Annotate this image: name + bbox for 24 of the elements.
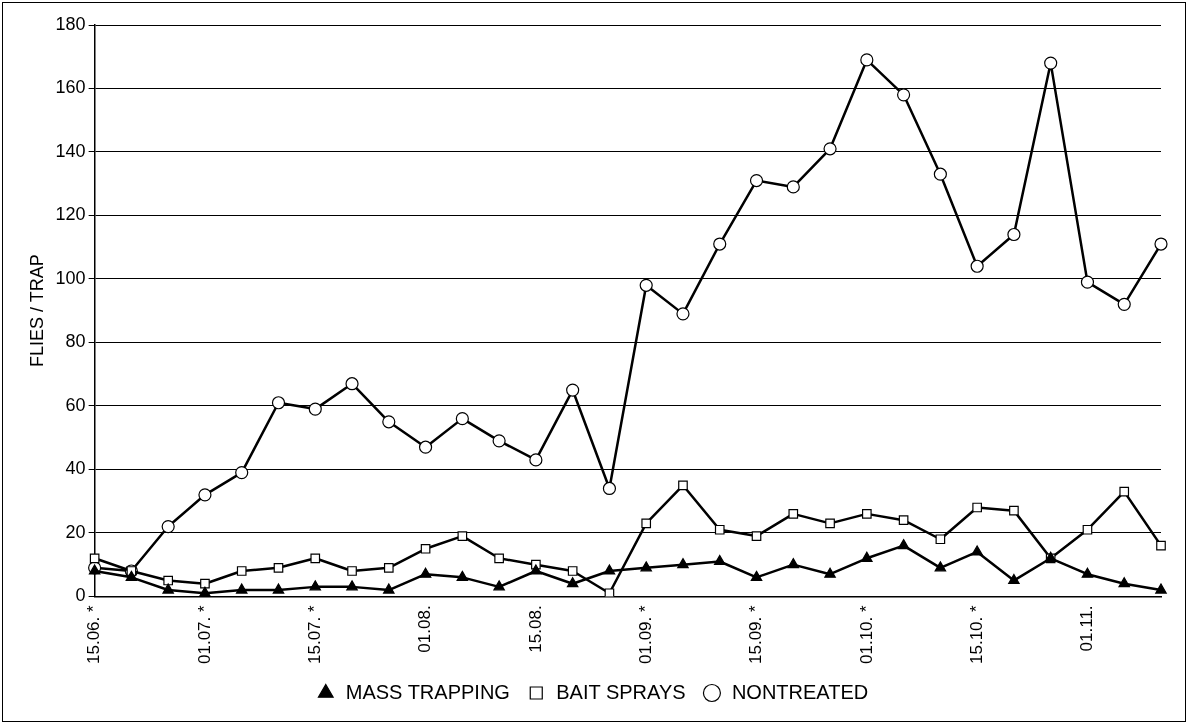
legend-label: BAIT SPRAYS — [556, 680, 686, 703]
y-tick-label: 140 — [55, 140, 86, 161]
x-tick-label: 01.09. * — [635, 605, 655, 665]
y-tick-label: 100 — [55, 267, 86, 288]
x-tick-label: 15.07. * — [304, 605, 324, 665]
y-tick-label: 160 — [55, 77, 86, 98]
y-tick-label: 0 — [75, 585, 86, 606]
y-tick-label: 60 — [65, 394, 86, 415]
y-tick-label: 80 — [65, 331, 86, 352]
legend-label: NONTREATED — [731, 680, 869, 703]
x-tick-label: 01.07. * — [194, 605, 214, 665]
x-tick-label: 01.10. * — [856, 605, 876, 665]
y-axis-title: FLIES / TRAP — [26, 254, 47, 368]
y-tick-label: 180 — [55, 13, 86, 34]
y-tick-label: 20 — [65, 521, 86, 542]
x-tick-label: 01.08. — [415, 605, 435, 653]
x-tick-label: 15.08. — [525, 605, 545, 653]
x-tick-label: 15.10. * — [966, 605, 986, 665]
y-tick-label: 120 — [55, 204, 86, 225]
x-tick-label: 15.06. * — [84, 605, 104, 665]
y-tick-label: 40 — [65, 458, 86, 479]
x-tick-label: 15.09. * — [746, 605, 766, 665]
x-tick-label: 01.11. — [1077, 605, 1097, 652]
legend-label: MASS TRAPPING — [345, 680, 510, 703]
